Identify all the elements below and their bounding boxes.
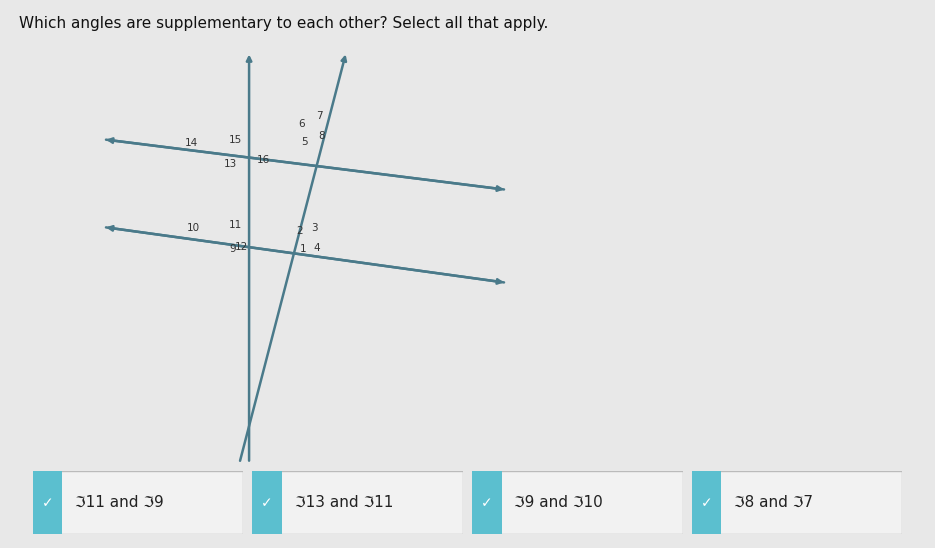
- Text: 4: 4: [313, 243, 320, 253]
- Text: ✓: ✓: [701, 496, 712, 510]
- Text: 10: 10: [186, 223, 199, 233]
- Text: ℑ11 and ℑ9: ℑ11 and ℑ9: [75, 495, 164, 510]
- Text: 6: 6: [298, 119, 305, 129]
- Text: ✓: ✓: [482, 496, 493, 510]
- Text: 12: 12: [235, 242, 248, 252]
- Text: 16: 16: [256, 155, 269, 165]
- Text: ✓: ✓: [262, 496, 273, 510]
- Text: 2: 2: [296, 226, 303, 236]
- Text: 15: 15: [228, 135, 242, 145]
- Text: 8: 8: [319, 132, 325, 141]
- Bar: [472, 471, 501, 534]
- Text: 5: 5: [301, 136, 308, 147]
- FancyBboxPatch shape: [692, 471, 902, 534]
- Text: 1: 1: [300, 244, 307, 254]
- Text: Which angles are supplementary to each other? Select all that apply.: Which angles are supplementary to each o…: [19, 16, 548, 31]
- Bar: [252, 471, 282, 534]
- Text: 11: 11: [228, 220, 242, 230]
- Text: ✓: ✓: [42, 496, 53, 510]
- Text: ℑ13 and ℑ11: ℑ13 and ℑ11: [295, 495, 393, 510]
- Text: ℑ9 and ℑ10: ℑ9 and ℑ10: [514, 495, 603, 510]
- Text: 9: 9: [229, 244, 236, 254]
- Text: 14: 14: [185, 138, 198, 148]
- Text: 3: 3: [311, 223, 318, 233]
- FancyBboxPatch shape: [472, 471, 683, 534]
- FancyBboxPatch shape: [33, 471, 243, 534]
- Text: 7: 7: [316, 111, 323, 121]
- Bar: [692, 471, 722, 534]
- FancyBboxPatch shape: [252, 471, 463, 534]
- Text: 13: 13: [223, 159, 237, 169]
- Bar: [33, 471, 62, 534]
- Text: ℑ8 and ℑ7: ℑ8 and ℑ7: [734, 495, 813, 510]
